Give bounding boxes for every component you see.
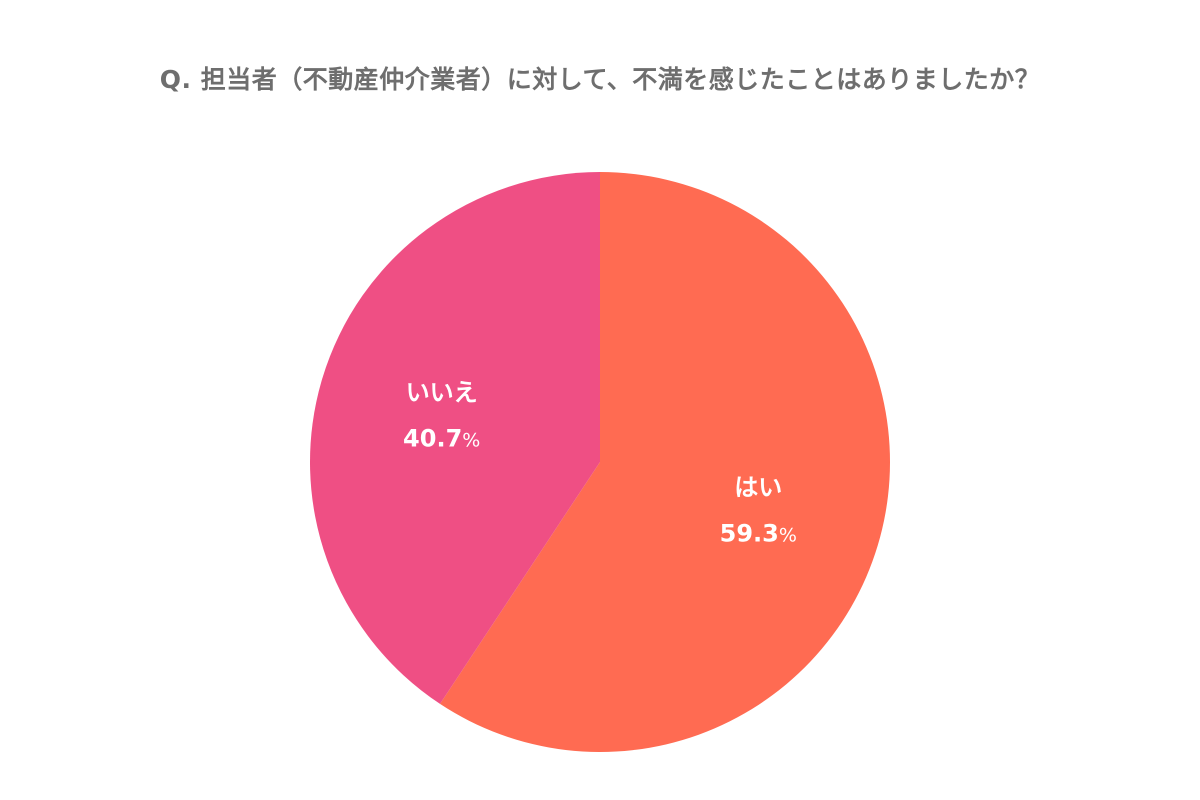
pie-slice-1 [440,172,891,752]
slice-category-label-1: はい [734,474,782,502]
chart-title: Q. 担当者（不動産仲介業者）に対して、不満を感じたことはありましたか？ [159,65,1041,94]
slice-category-label-2: いいえ [406,378,478,406]
slice-value-label-1: 59.3% [720,520,797,548]
slice-value-label-2: 40.7% [403,424,480,452]
pie-slice-2 [310,172,600,704]
